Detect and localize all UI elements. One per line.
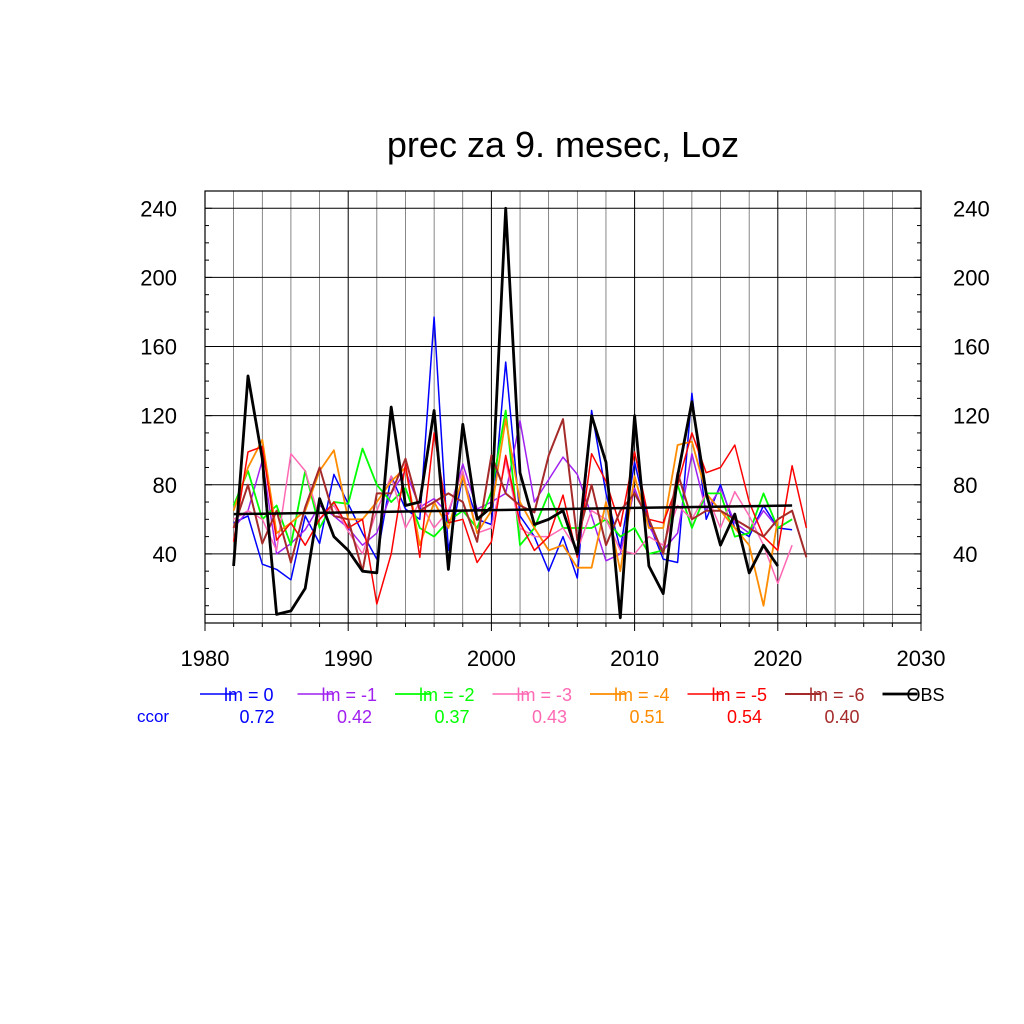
grid bbox=[204, 191, 922, 623]
x-tick-label: 2030 bbox=[897, 646, 946, 671]
plot-frame bbox=[204, 190, 922, 624]
series-line-obs bbox=[232, 206, 779, 620]
series-line-lm-4 bbox=[232, 418, 793, 607]
x-tick-label: 2020 bbox=[753, 646, 802, 671]
legend-label: OBS bbox=[907, 685, 945, 705]
legend-label: lm = -2 bbox=[419, 685, 475, 705]
x-tick-label: 2000 bbox=[467, 646, 516, 671]
y-tick-label-right: 240 bbox=[953, 196, 990, 221]
legend-label: lm = -4 bbox=[614, 685, 670, 705]
y-tick-label-left: 160 bbox=[140, 335, 177, 360]
x-tick-label: 2010 bbox=[610, 646, 659, 671]
ccor-value: 0.42 bbox=[337, 707, 372, 727]
ccor-value: 0.72 bbox=[239, 707, 274, 727]
legend-label: lm = -3 bbox=[517, 685, 573, 705]
series-layer bbox=[232, 206, 808, 620]
y-tick-label-right: 40 bbox=[953, 542, 977, 567]
ccor-value: 0.43 bbox=[532, 707, 567, 727]
y-tick-label-right: 200 bbox=[953, 265, 990, 290]
x-tick-label: 1980 bbox=[181, 646, 230, 671]
chart-title: prec za 9. mesec, Loz bbox=[387, 124, 739, 165]
legend-label: lm = -6 bbox=[809, 685, 865, 705]
trend-line bbox=[233, 504, 793, 516]
x-tick-label: 1990 bbox=[324, 646, 373, 671]
axes: 40 40 80 80 120 120 160 160 200 200 240 240 1980 1990… bbox=[140, 196, 989, 671]
y-tick-label-left: 120 bbox=[140, 404, 177, 429]
ccor-value: 0.51 bbox=[629, 707, 664, 727]
ccor-value: 0.37 bbox=[434, 707, 469, 727]
y-tick-label-left: 240 bbox=[140, 196, 177, 221]
y-tick-label-left: 40 bbox=[153, 542, 177, 567]
legend-label: lm = -5 bbox=[712, 685, 768, 705]
y-tick-label-left: 200 bbox=[140, 265, 177, 290]
ccor-value: 0.54 bbox=[727, 707, 762, 727]
ccor-value: 0.40 bbox=[824, 707, 859, 727]
y-tick-label-right: 80 bbox=[953, 473, 977, 498]
legend-label: lm = -1 bbox=[322, 685, 378, 705]
legend-label: lm = 0 bbox=[224, 685, 274, 705]
ccor-label: ccor bbox=[137, 707, 169, 726]
y-tick-label-left: 80 bbox=[153, 473, 177, 498]
y-tick-label-right: 160 bbox=[953, 335, 990, 360]
y-tick-label-right: 120 bbox=[953, 404, 990, 429]
series-line-lm-5 bbox=[232, 432, 808, 605]
